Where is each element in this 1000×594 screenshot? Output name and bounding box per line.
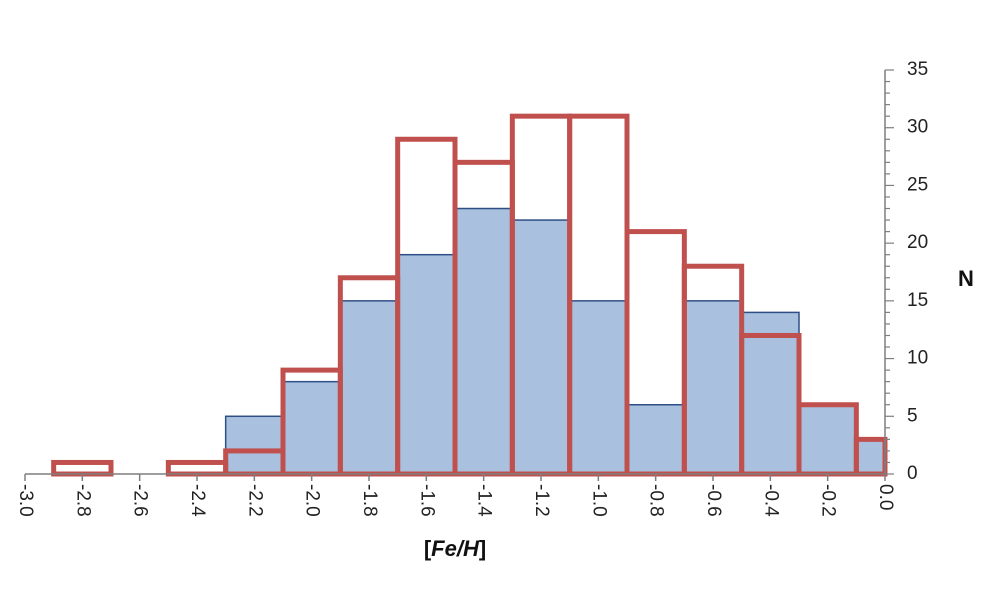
y-tick-label-5: 25 <box>907 174 928 195</box>
filled-bar-8 <box>683 300 743 475</box>
filled-series <box>224 207 886 475</box>
x-tick-label-8: -1.4 <box>474 484 495 517</box>
filled-bar-0 <box>224 415 284 475</box>
x-tick-label-12: -0.6 <box>703 484 724 517</box>
x-tick-label-15: 0.0 <box>875 484 896 510</box>
x-tick-label-0: -3.0 <box>15 484 36 517</box>
filled-bar-11 <box>855 438 886 475</box>
filled-bar-9 <box>740 311 800 475</box>
y-tick-label-2: 10 <box>907 348 928 369</box>
x-tick-label-9: -1.2 <box>531 484 552 517</box>
filled-bar-7 <box>626 403 686 475</box>
outline-bar-0 <box>51 459 114 477</box>
x-axis: -3.0 -2.8 -2.6 -2.4 -2.2 -2.0 -1.8 -1.6 -1.4 -1.2… <box>15 473 896 517</box>
filled-bar-6 <box>568 300 628 475</box>
x-tick-label-1: -2.8 <box>72 484 93 517</box>
filled-bar-3 <box>396 253 456 475</box>
x-tick-label-5: -2.0 <box>302 484 323 517</box>
y-tick-label-3: 15 <box>907 290 928 311</box>
x-tick-label-6: -1.8 <box>359 484 380 517</box>
x-axis-title: [Fe/H] <box>424 536 486 561</box>
y-tick-label-7: 35 <box>907 59 928 80</box>
filled-bar-10 <box>798 403 858 475</box>
x-tick-label-14: -0.2 <box>818 484 839 517</box>
x-tick-label-7: -1.6 <box>416 484 437 517</box>
x-tick-label-2: -2.6 <box>130 484 151 517</box>
x-tick-label-3: -2.4 <box>187 484 208 517</box>
x-tick-label-4: -2.2 <box>244 484 265 517</box>
filled-bar-5 <box>511 219 571 475</box>
x-tick-label-11: -0.8 <box>646 484 667 517</box>
y-tick-label-1: 5 <box>907 405 918 426</box>
filled-bar-2 <box>339 300 399 475</box>
filled-bar-1 <box>282 380 342 475</box>
y-tick-label-4: 20 <box>907 232 928 253</box>
filled-bar-4 <box>454 207 514 475</box>
y-axis-title: N <box>958 266 974 291</box>
y-tick-label-0: 0 <box>907 463 918 484</box>
x-tick-label-13: -0.4 <box>760 484 781 517</box>
outline-bar-1 <box>165 459 229 477</box>
y-tick-label-6: 30 <box>907 117 928 138</box>
y-axis: 0 5 10 15 20 25 30 35 <box>884 59 928 484</box>
x-tick-label-10: -1.0 <box>588 484 609 517</box>
